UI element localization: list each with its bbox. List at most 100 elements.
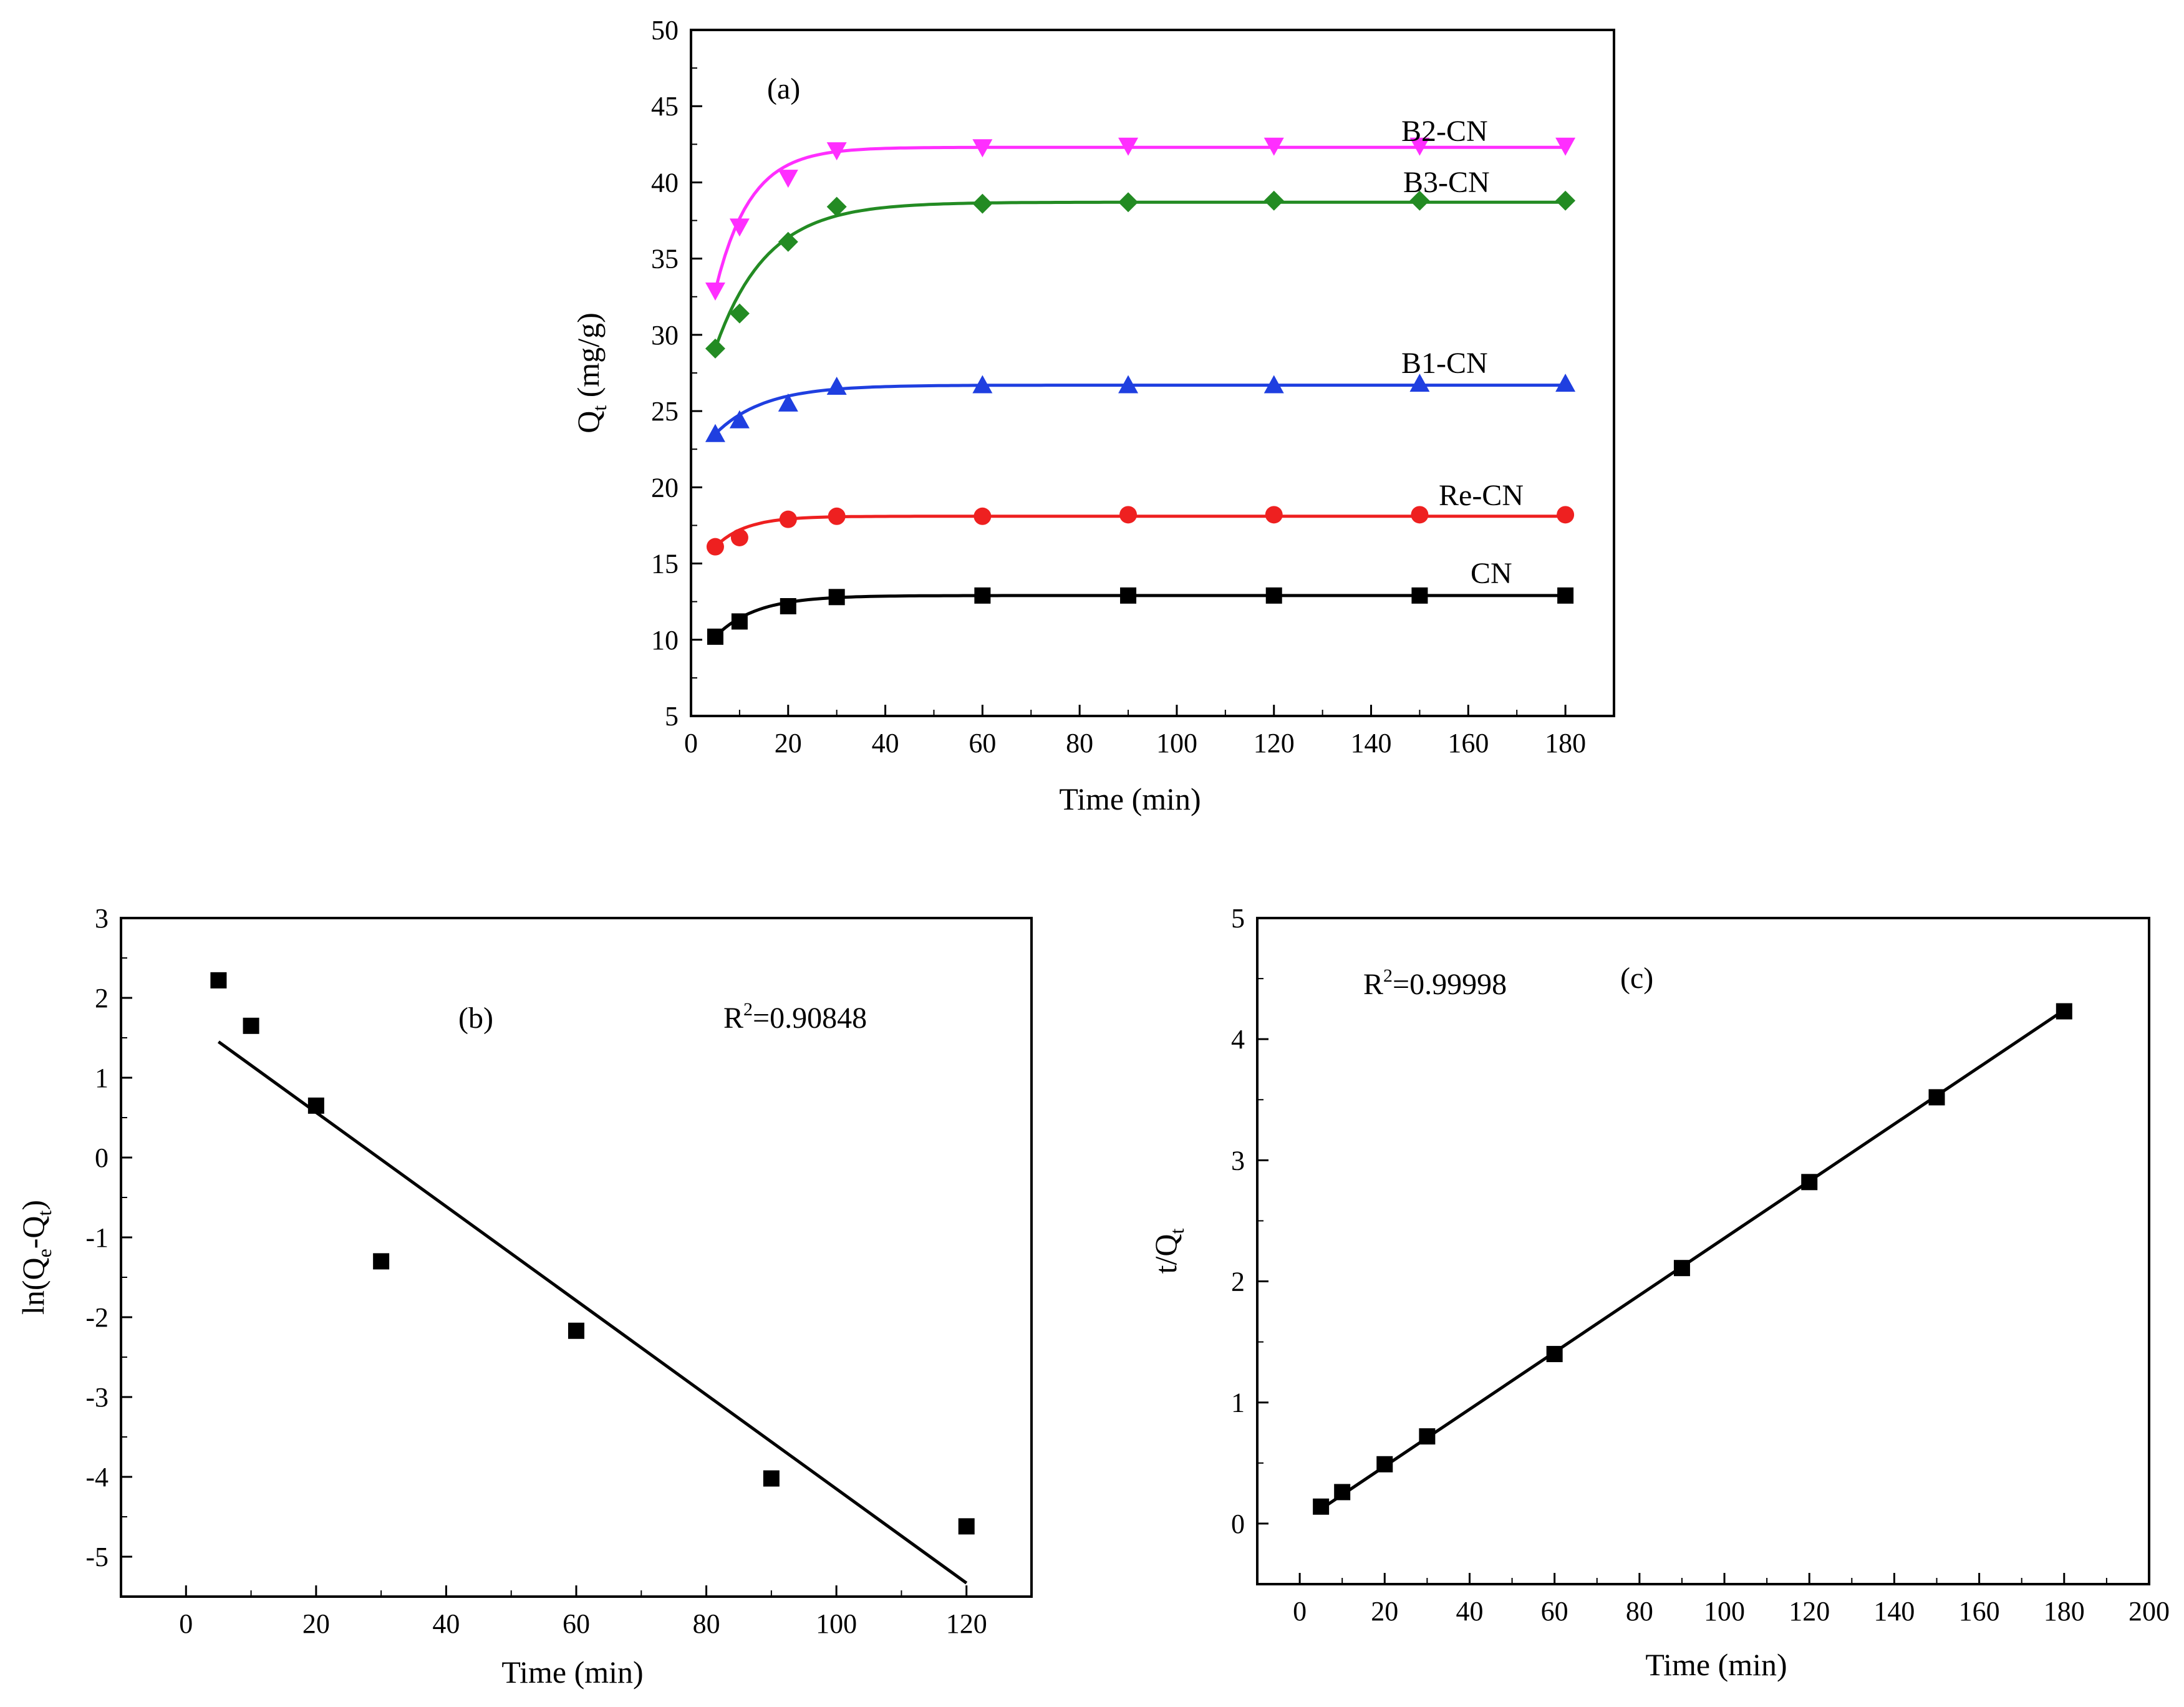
- panel-a-y-tick-label: 20: [651, 472, 679, 503]
- panel-a-x-tick-label: 20: [775, 728, 802, 758]
- panel-b-x-tick-label: 40: [432, 1608, 460, 1639]
- panel-b-r2-sup: 2: [743, 999, 753, 1020]
- data-point-cn: [1411, 587, 1428, 604]
- panel-b-data-point: [568, 1322, 584, 1339]
- data-point-b1-cn: [1555, 374, 1576, 392]
- series-label-re-cn: Re-CN: [1439, 479, 1524, 512]
- panel-b-y-tick-label: 0: [95, 1143, 109, 1173]
- panel-a-x-tick-label: 80: [1066, 728, 1093, 758]
- data-point-b3-cn: [972, 193, 993, 214]
- panel-b-y-tick-label: 3: [95, 903, 109, 934]
- panel-c-y-label-sub: t: [1166, 1228, 1188, 1234]
- data-point-b1-cn: [729, 410, 750, 428]
- panel-a-y-tick-label: 30: [651, 320, 679, 351]
- panel-c-x-tick-label: 200: [2128, 1596, 2170, 1627]
- panel-b-x-tick-label: 80: [693, 1608, 720, 1639]
- panel-b-y-label-part1: ln(Q: [16, 1257, 51, 1315]
- panel-b-x-tick-label: 120: [946, 1608, 987, 1639]
- panel-c-y-tick-label: 0: [1231, 1509, 1245, 1539]
- panel-c-x-tick-label: 60: [1541, 1596, 1568, 1627]
- panel-b-y-tick-label: 1: [95, 1063, 109, 1093]
- panel-a-ticks: 0 20 40 60 80 100 120 140 160 180 5 10 15 20 25 30 35 40 4…: [651, 15, 1586, 758]
- panel-b-data-point: [307, 1097, 324, 1114]
- panel-a-x-tick-label: 140: [1351, 728, 1392, 758]
- panel-a-x-tick-label: 180: [1545, 728, 1586, 758]
- panel-b-data-point: [243, 1017, 259, 1034]
- data-point-b3-cn: [826, 196, 847, 217]
- panel-b-y-tick-label: -1: [85, 1222, 109, 1253]
- panel-b-y-tick-label: -3: [85, 1382, 109, 1413]
- data-point-b2-cn: [729, 218, 750, 237]
- panel-b-y-label-sub-t: t: [33, 1210, 56, 1216]
- panel-a-plot-frame: [690, 29, 1615, 717]
- panel-b-y-axis-label: ln(Qe-Qt): [16, 1200, 56, 1315]
- panel-a-y-tick-label: 5: [665, 701, 679, 732]
- panel-a-y-label-rest: (mg/g): [571, 312, 606, 405]
- panel-b-regression-line: [217, 1040, 968, 1585]
- panel-c-x-tick-label: 80: [1626, 1596, 1653, 1627]
- panel-a-x-tick-label: 40: [872, 728, 899, 758]
- panel-c-r2-main: R: [1363, 968, 1383, 1001]
- panel-b-data-point: [958, 1518, 975, 1535]
- panel-b-r2-rest: =0.90848: [753, 1002, 867, 1035]
- data-point-cn: [780, 598, 796, 614]
- data-point-b2-cn: [778, 170, 798, 188]
- panel-b-r2-main: R: [723, 1002, 743, 1035]
- panel-c-y-label-main: t/Q: [1148, 1234, 1183, 1274]
- data-point-b3-cn: [1555, 190, 1576, 211]
- panel-c-data-point: [1546, 1346, 1563, 1363]
- data-point-b2-cn: [1409, 137, 1430, 156]
- panel-c-data-point: [1673, 1260, 1690, 1277]
- data-point-b1-cn: [1264, 375, 1284, 394]
- panel-c-x-tick-label: 180: [2044, 1596, 2085, 1627]
- data-point-re-cn: [706, 538, 724, 556]
- data-point-cn: [974, 587, 991, 604]
- data-point-re-cn: [1265, 506, 1283, 524]
- data-point-b1-cn: [826, 377, 847, 395]
- panel-c-x-tick-label: 140: [1873, 1596, 1915, 1627]
- data-point-cn: [1265, 587, 1282, 604]
- panel-c-y-tick-label: 1: [1231, 1388, 1245, 1418]
- data-point-b2-cn: [1555, 137, 1576, 156]
- data-point-b1-cn: [972, 375, 993, 394]
- panel-a-y-tick-label: 45: [651, 91, 679, 122]
- panel-a-y-tick-label: 10: [651, 625, 679, 655]
- panel-c-r2-sup: 2: [1383, 965, 1393, 986]
- panel-c-x-tick-label: 120: [1789, 1596, 1830, 1627]
- panel-c-y-tick-label: 3: [1231, 1145, 1245, 1176]
- fit-curve-b3-cn: [713, 200, 1566, 349]
- panel-c-x-tick-label: 100: [1704, 1596, 1745, 1627]
- panel-a-tag: (a): [767, 72, 800, 105]
- panel-b-x-tick-label: 0: [179, 1608, 193, 1639]
- panel-c-x-tick-label: 160: [1959, 1596, 2000, 1627]
- panel-c-y-tick-label: 5: [1231, 903, 1245, 934]
- data-point-b3-cn: [705, 338, 725, 359]
- data-point-cn: [1120, 587, 1137, 604]
- panel-c-data-point: [1928, 1089, 1945, 1106]
- data-point-b2-cn: [1118, 137, 1139, 156]
- data-point-cn: [707, 628, 723, 645]
- panel-b-y-label-sub-e: e: [33, 1249, 56, 1257]
- panel-b-r-squared: R2=0.90848: [723, 999, 867, 1035]
- panel-a-data-points: [705, 137, 1576, 645]
- panel-c-x-tick-label: 0: [1293, 1596, 1307, 1627]
- panel-b-y-tick-label: -2: [85, 1302, 109, 1333]
- panel-a-x-tick-label: 60: [969, 728, 996, 758]
- panel-a-y-label-sub: t: [588, 405, 611, 411]
- panel-a-y-tick-label: 35: [651, 244, 679, 274]
- panel-b-x-tick-label: 100: [816, 1608, 857, 1639]
- data-point-b3-cn: [729, 303, 750, 324]
- data-point-b1-cn: [705, 423, 725, 442]
- panel-a-x-tick-label: 120: [1254, 728, 1295, 758]
- panel-a-y-axis-label: Qt (mg/g): [571, 312, 611, 433]
- panel-c-data-point: [1419, 1428, 1436, 1445]
- panel-c-x-tick-label: 20: [1371, 1596, 1398, 1627]
- panel-a-y-tick-label: 15: [651, 549, 679, 579]
- data-point-re-cn: [779, 510, 797, 528]
- data-point-re-cn: [730, 529, 748, 546]
- data-point-re-cn: [974, 507, 992, 525]
- panel-b-plot-frame: [120, 917, 1033, 1598]
- data-point-b3-cn: [1118, 192, 1139, 213]
